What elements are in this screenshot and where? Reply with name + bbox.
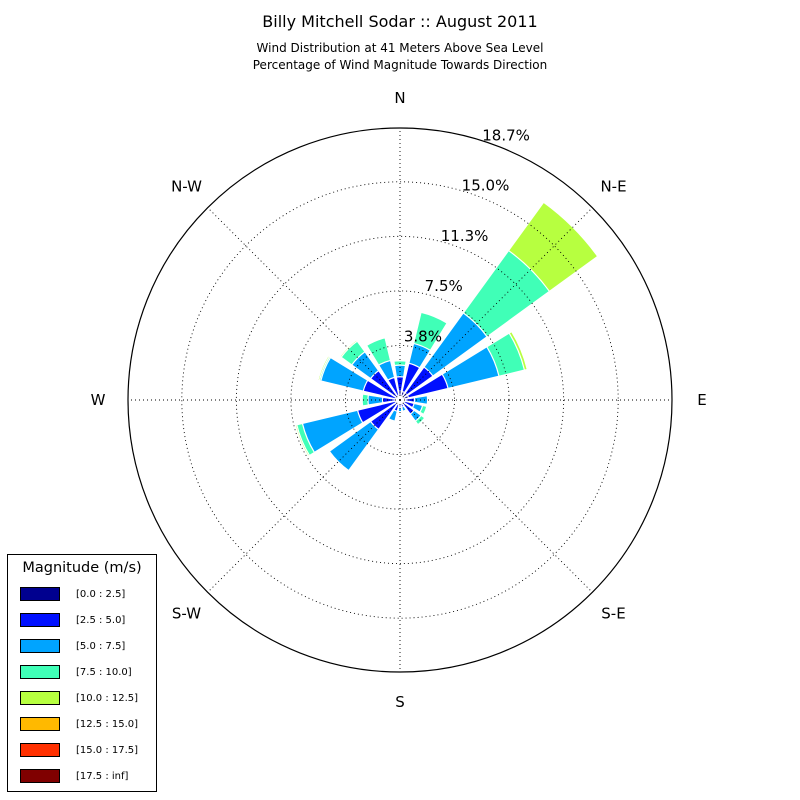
grid-ring [345, 345, 456, 456]
radial-tick-label: 11.3% [441, 227, 489, 245]
legend-label: [0.0 : 2.5] [76, 589, 126, 600]
legend-swatch [20, 769, 60, 783]
radial-tick-label: 7.5% [425, 277, 463, 295]
wind-bar-11-bin-1 [356, 399, 401, 424]
direction-label: S-W [172, 605, 201, 623]
subtitle-line-2: Percentage of Wind Magnitude Towards Dir… [252, 58, 548, 72]
polar-grid [127, 127, 673, 673]
wind-bar-15-bin-0 [396, 395, 401, 401]
wind-bar-13-bin-1 [362, 379, 401, 401]
radial-tick-label: 18.7% [482, 127, 530, 145]
legend-swatch [20, 743, 60, 757]
direction-label: N [394, 89, 405, 107]
grid-spoke [207, 207, 401, 401]
legend: Magnitude (m/s) [0.0 : 2.5] [2.5 : 5.0] [5… [7, 554, 157, 792]
wind-bar-15-bin-1 [387, 376, 401, 401]
legend-label: [17.5 : inf] [76, 771, 129, 782]
legend-swatch [20, 613, 60, 627]
grid-ring [235, 235, 565, 565]
direction-label: E [697, 391, 706, 409]
direction-label: W [91, 391, 106, 409]
wind-bar-4-bin-1 [399, 397, 416, 403]
legend-label: [15.0 : 17.5] [76, 745, 139, 756]
legend-label: [5.0 : 7.5] [76, 641, 126, 652]
grid-spoke [399, 399, 593, 593]
radial-tick-label: 3.8% [404, 328, 442, 346]
legend-swatch [20, 717, 60, 731]
direction-labels: N N-E E S-E S S-W W N-W [91, 89, 707, 711]
direction-label: S-E [601, 605, 625, 623]
direction-label: S [395, 693, 405, 711]
radial-tick-labels: 3.8% 7.5% 11.3% 15.0% 18.7% [404, 127, 530, 346]
grid-ring [290, 290, 510, 510]
wind-bar-3-bin-1 [399, 373, 449, 401]
subtitle-line-1: Wind Distribution at 41 Meters Above Sea… [256, 41, 544, 55]
legend-label: [10.0 : 12.5] [76, 693, 139, 704]
legend-swatch [20, 587, 60, 601]
legend-label: [2.5 : 5.0] [76, 615, 126, 626]
grid-ring [181, 181, 619, 619]
radial-tick-label: 15.0% [462, 176, 510, 194]
outer-ring [127, 127, 673, 673]
legend-label: [7.5 : 10.0] [76, 667, 132, 678]
legend-title: Magnitude (m/s) [22, 560, 142, 576]
wind-bar-1-bin-1 [399, 362, 421, 401]
direction-label: N-W [171, 178, 202, 196]
legend-label: [12.5 : 15.0] [76, 719, 139, 730]
legend-swatch [20, 639, 60, 653]
direction-label: N-E [600, 178, 626, 196]
wind-bar-0-bin-1 [395, 376, 405, 401]
legend-swatch [20, 665, 60, 679]
chart-subtitle: Wind Distribution at 41 Meters Above Sea… [0, 40, 800, 74]
wind-bar-3-bin-0 [399, 394, 410, 401]
chart-title: Billy Mitchell Sodar :: August 2011 [262, 12, 538, 31]
legend-swatch [20, 691, 60, 705]
